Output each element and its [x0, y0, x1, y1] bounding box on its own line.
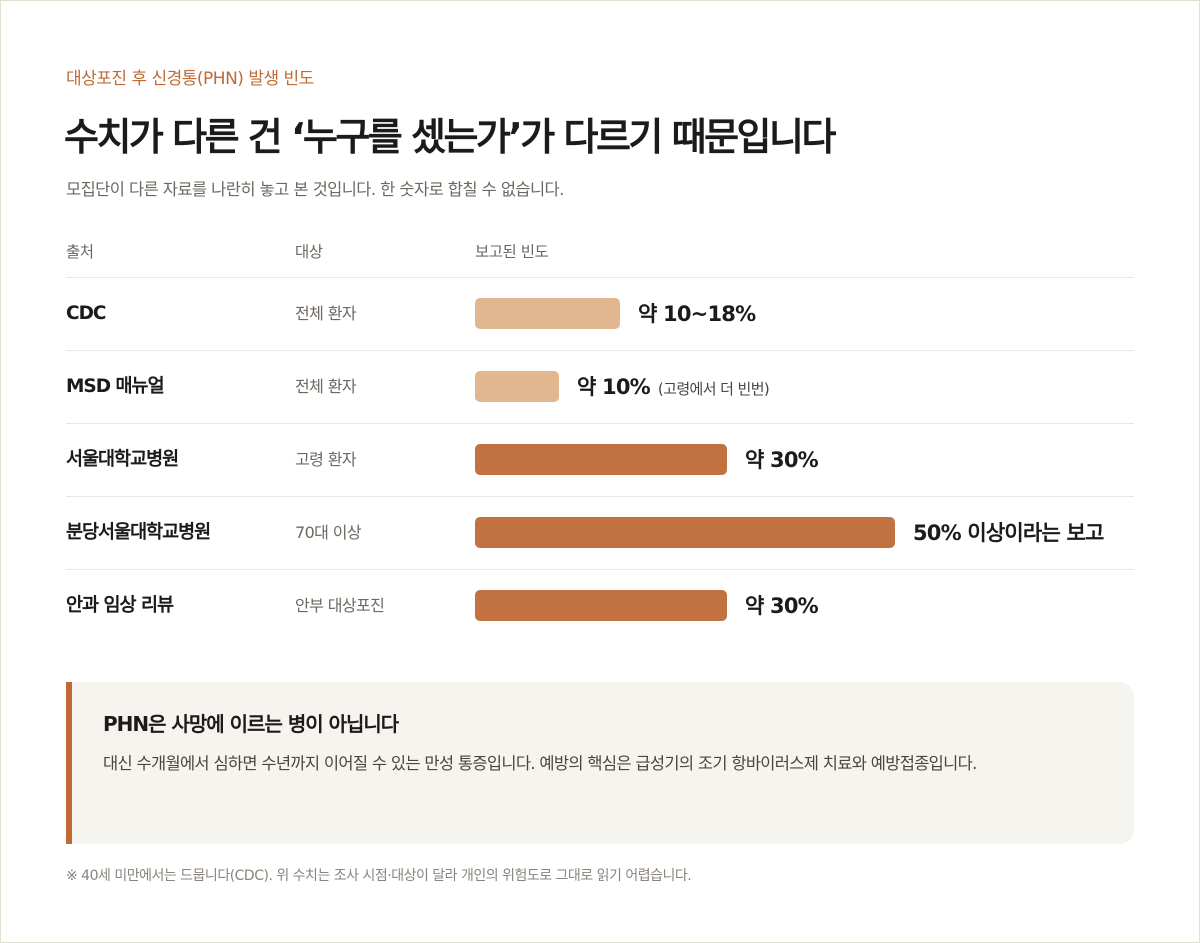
value-text: 약 10~18% — [638, 302, 756, 326]
value-label: 약 10% (고령에서 더 빈번) — [577, 351, 770, 423]
table-body: CDC 전체 환자 약 10~18% MSD 매뉴얼 전체 환자 약 10% (고령에서 더… — [66, 278, 1134, 642]
value-text: 약 10% — [577, 375, 651, 399]
target-label: 전체 환자 — [295, 377, 357, 396]
frequency-bar — [475, 590, 727, 621]
source-label: CDC — [66, 303, 107, 324]
value-text: 50% 이상이라는 보고 — [913, 521, 1104, 545]
source-label: MSD 매뉴얼 — [66, 376, 165, 397]
table-header: 출처 대상 보고된 빈도 — [66, 230, 1134, 278]
page-subtitle: 모집단이 다른 자료를 나란히 놓고 본 것입니다. 한 숫자로 합칠 수 없습… — [66, 180, 564, 199]
value-label: 약 10~18% — [638, 278, 756, 350]
frequency-bar — [475, 298, 620, 329]
value-label: 약 30% — [745, 424, 819, 496]
frequency-bar — [475, 371, 559, 402]
eyebrow-label: 대상포진 후 신경통(PHN) 발생 빈도 — [66, 69, 314, 89]
info-callout: PHN은 사망에 이르는 병이 아닙니다 대신 수개월에서 심하면 수년까지 이… — [66, 682, 1134, 844]
source-label: 분당서울대학교병원 — [66, 522, 211, 543]
target-label: 전체 환자 — [295, 304, 357, 323]
callout-title: PHN은 사망에 이르는 병이 아닙니다 — [103, 712, 399, 736]
frequency-bar — [475, 444, 727, 475]
table-row: CDC 전체 환자 약 10~18% — [66, 278, 1134, 351]
table-row: 서울대학교병원 고령 환자 약 30% — [66, 424, 1134, 497]
source-label: 안과 임상 리뷰 — [66, 595, 174, 616]
target-label: 70대 이상 — [295, 523, 362, 542]
value-label: 약 30% — [745, 570, 819, 642]
source-label: 서울대학교병원 — [66, 449, 179, 470]
header-target: 대상 — [295, 243, 323, 261]
table-row: MSD 매뉴얼 전체 환자 약 10% (고령에서 더 빈번) — [66, 351, 1134, 424]
header-frequency: 보고된 빈도 — [475, 243, 549, 261]
value-label: 50% 이상이라는 보고 — [913, 497, 1104, 569]
value-note: (고령에서 더 빈번) — [657, 380, 770, 398]
target-label: 안부 대상포진 — [295, 596, 385, 615]
frequency-table: 출처 대상 보고된 빈도 CDC 전체 환자 약 10~18% MSD 매뉴얼 전체 환… — [66, 230, 1134, 642]
table-row: 분당서울대학교병원 70대 이상 50% 이상이라는 보고 — [66, 497, 1134, 570]
target-label: 고령 환자 — [295, 450, 357, 469]
table-row: 안과 임상 리뷰 안부 대상포진 약 30% — [66, 570, 1134, 642]
footnote: ※ 40세 미만에서는 드뭅니다(CDC). 위 수치는 조사 시점·대상이 달… — [66, 868, 692, 884]
value-text: 약 30% — [745, 448, 819, 472]
value-text: 약 30% — [745, 594, 819, 618]
header-source: 출처 — [66, 243, 94, 261]
frequency-bar — [475, 517, 895, 548]
callout-body: 대신 수개월에서 심하면 수년까지 이어질 수 있는 만성 통증입니다. 예방의… — [103, 754, 977, 773]
page-title: 수치가 다른 건 ‘누구를 셌는가’가 다르기 때문입니다 — [64, 115, 836, 159]
